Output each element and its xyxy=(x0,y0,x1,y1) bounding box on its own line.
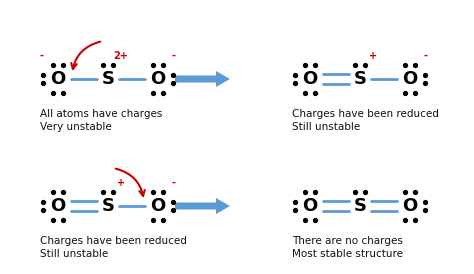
Text: +: + xyxy=(369,51,377,61)
Text: S: S xyxy=(354,70,366,88)
Text: +: + xyxy=(117,178,125,188)
Text: All atoms have charges
Very unstable: All atoms have charges Very unstable xyxy=(40,109,163,132)
Text: O: O xyxy=(150,197,165,215)
Text: -: - xyxy=(172,178,176,188)
Text: -: - xyxy=(40,51,44,61)
Text: O: O xyxy=(150,70,165,88)
Text: There are no charges
Most stable structure: There are no charges Most stable structu… xyxy=(292,236,403,259)
Text: O: O xyxy=(302,197,318,215)
Text: Charges have been reduced
Still unstable: Charges have been reduced Still unstable xyxy=(292,109,439,132)
Text: -: - xyxy=(172,51,176,61)
FancyArrow shape xyxy=(175,71,230,87)
FancyArrow shape xyxy=(175,198,230,214)
Text: S: S xyxy=(101,197,115,215)
Text: S: S xyxy=(354,197,366,215)
Text: O: O xyxy=(50,197,65,215)
Text: O: O xyxy=(50,70,65,88)
Text: O: O xyxy=(302,70,318,88)
Text: 2+: 2+ xyxy=(114,51,128,61)
Text: -: - xyxy=(424,51,428,61)
Text: S: S xyxy=(101,70,115,88)
Text: Charges have been reduced
Still unstable: Charges have been reduced Still unstable xyxy=(40,236,187,259)
Text: O: O xyxy=(402,197,418,215)
Text: O: O xyxy=(402,70,418,88)
